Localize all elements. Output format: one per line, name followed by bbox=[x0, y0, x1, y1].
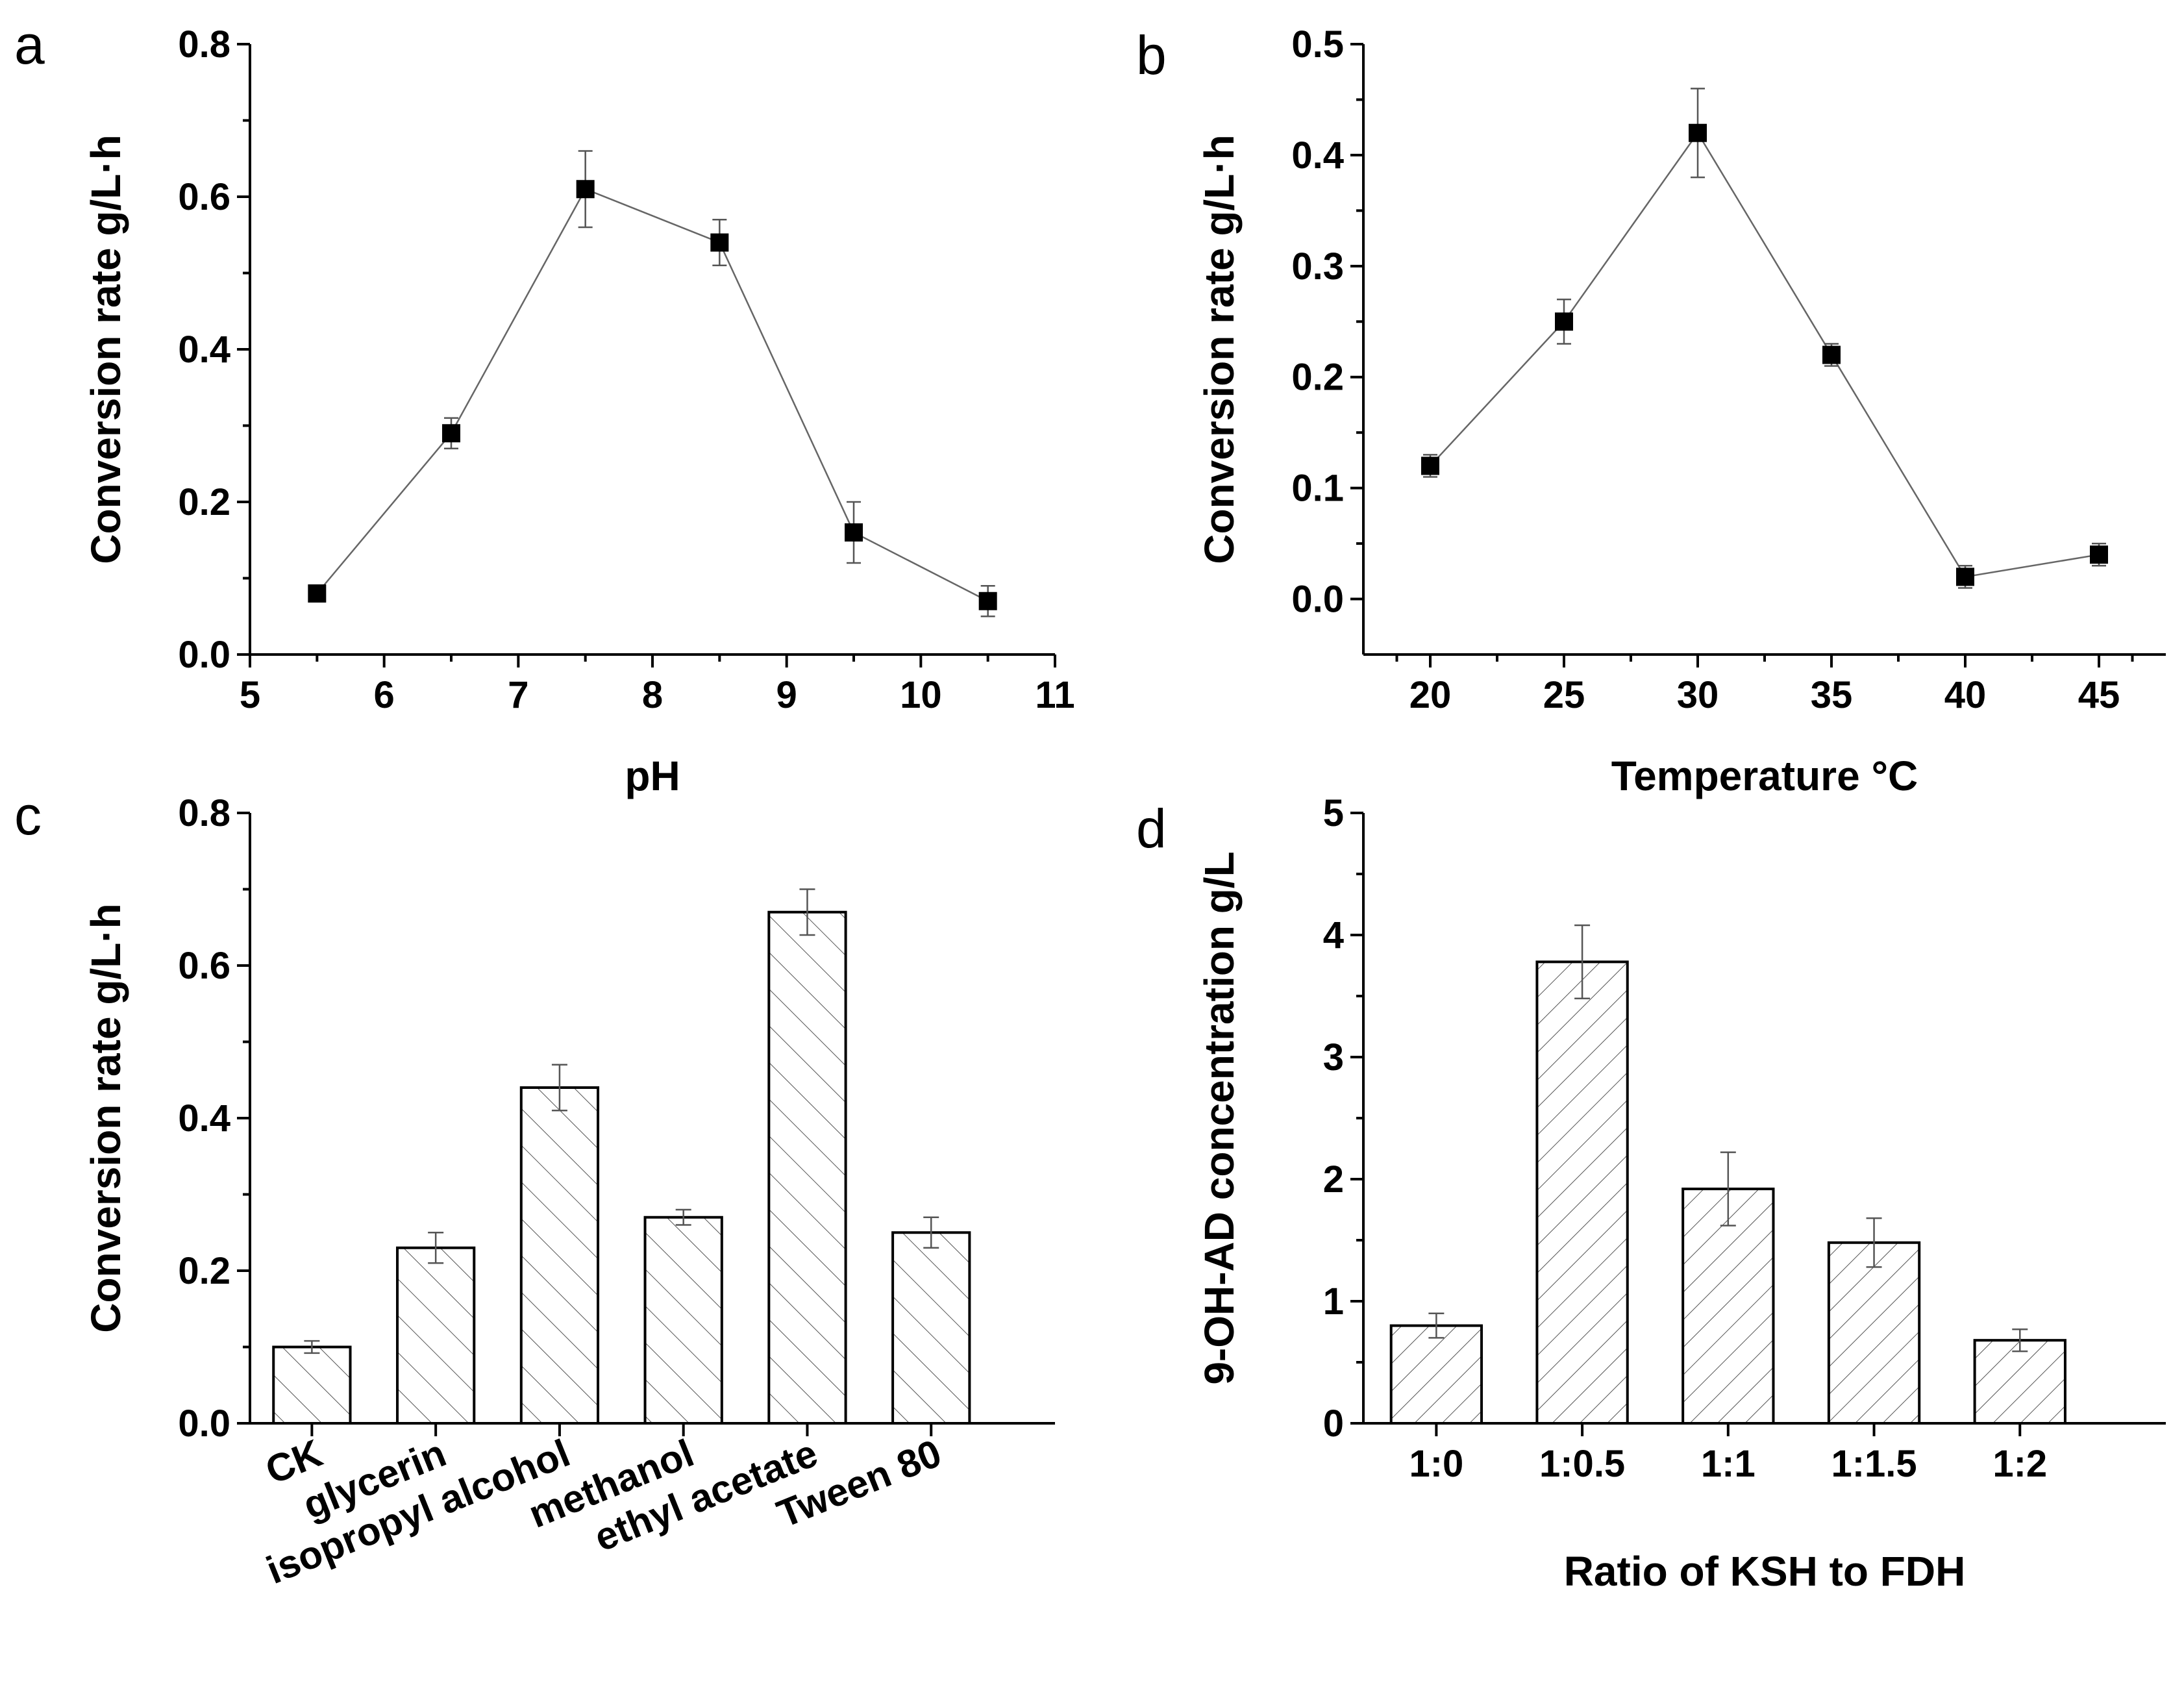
x-category-label: 1:0 bbox=[1409, 1443, 1463, 1485]
bar bbox=[643, 1216, 723, 1425]
y-tick-label: 0.8 bbox=[178, 23, 230, 66]
x-category-label: 1:2 bbox=[1992, 1443, 2047, 1485]
data-point bbox=[845, 523, 863, 542]
y-tick-label: 1 bbox=[1323, 1280, 1344, 1323]
bar bbox=[1973, 1339, 2066, 1425]
panel-letter: c bbox=[14, 785, 42, 846]
data-point bbox=[978, 592, 997, 610]
y-axis-title: Conversion rate g/L·h bbox=[82, 134, 129, 564]
x-tick-label: 5 bbox=[240, 674, 260, 716]
x-axis-title: pH bbox=[625, 753, 680, 799]
y-axis-title: 9-OH-AD concentration g/L bbox=[1196, 851, 1243, 1384]
x-axis-title: Temperature °C bbox=[1611, 753, 1918, 799]
bar bbox=[1389, 1324, 1483, 1425]
data-point bbox=[710, 233, 729, 252]
y-axis-title: Conversion rate g/L·h bbox=[1196, 134, 1243, 564]
y-tick-label: 5 bbox=[1323, 792, 1344, 834]
panel-letter: d bbox=[1136, 798, 1167, 859]
y-tick-label: 0.6 bbox=[178, 176, 230, 218]
data-point bbox=[308, 584, 327, 603]
x-tick-label: 8 bbox=[642, 674, 663, 716]
x-axis-title: Ratio of KSH to FDH bbox=[1564, 1548, 1966, 1595]
y-tick-label: 0.4 bbox=[178, 329, 230, 371]
bar bbox=[272, 1345, 352, 1425]
y-tick-label: 0.8 bbox=[178, 792, 230, 834]
y-tick-label: 3 bbox=[1323, 1036, 1344, 1079]
y-tick-label: 0.0 bbox=[178, 634, 230, 676]
panel-a-chart: 0.0 0.2 0.4 0.6 0.8 Conversion rate g/L·h a 5 6 7… bbox=[14, 14, 1075, 799]
data-point bbox=[1555, 312, 1573, 331]
bar bbox=[1681, 1188, 1775, 1425]
x-tick-label: 6 bbox=[374, 674, 395, 716]
bar bbox=[1827, 1241, 1921, 1425]
y-tick-label: 0.5 bbox=[1291, 23, 1344, 66]
x-tick-label: 45 bbox=[2078, 674, 2120, 716]
bar bbox=[519, 1086, 600, 1425]
data-point bbox=[442, 424, 460, 443]
bar bbox=[1535, 960, 1629, 1425]
bar bbox=[396, 1246, 476, 1425]
x-tick-label: 7 bbox=[508, 674, 528, 716]
bar bbox=[891, 1231, 971, 1425]
x-tick-label: 20 bbox=[1409, 674, 1452, 716]
y-tick-label: 0.4 bbox=[1291, 134, 1344, 177]
x-tick-label: 40 bbox=[1944, 674, 1987, 716]
panel-letter: a bbox=[14, 14, 45, 75]
y-tick-label: 0.2 bbox=[1291, 356, 1344, 399]
y-tick-label: 0.2 bbox=[178, 481, 230, 523]
panel-letter: b bbox=[1136, 25, 1167, 86]
y-tick-label: 0.0 bbox=[1291, 579, 1344, 621]
x-category-label: 1:0.5 bbox=[1539, 1443, 1625, 1485]
y-tick-label: 2 bbox=[1323, 1158, 1344, 1201]
x-category-label: 1:1.5 bbox=[1831, 1443, 1917, 1485]
x-category-label: 1:1 bbox=[1701, 1443, 1756, 1485]
panel-b-chart: 0.0 0.1 0.2 0.3 0.4 0.5 Conversion rate g/L·h b… bbox=[1136, 23, 2166, 799]
y-tick-label: 0.3 bbox=[1291, 245, 1344, 288]
y-tick-label: 0.2 bbox=[178, 1250, 230, 1292]
x-tick-label: 35 bbox=[1811, 674, 1853, 716]
data-point bbox=[1689, 123, 1707, 142]
series-line bbox=[316, 188, 989, 602]
x-tick-label: 9 bbox=[776, 674, 797, 716]
x-tick-label: 11 bbox=[1035, 674, 1074, 716]
bar bbox=[767, 910, 847, 1425]
y-tick-label: 0 bbox=[1323, 1403, 1344, 1445]
series-line bbox=[1430, 131, 2100, 578]
y-tick-label: 0.4 bbox=[178, 1097, 230, 1140]
x-tick-label: 25 bbox=[1543, 674, 1585, 716]
y-tick-label: 4 bbox=[1323, 914, 1344, 956]
data-point bbox=[2090, 545, 2108, 564]
panel-d-chart: 0 1 2 3 4 5 9-OH-AD concentration g/L d 1:0 1:0.5… bbox=[1136, 792, 2166, 1595]
y-tick-label: 0.6 bbox=[178, 945, 230, 987]
x-tick-label: 30 bbox=[1677, 674, 1719, 716]
y-axis-title: Conversion rate g/L·h bbox=[82, 903, 129, 1332]
y-tick-label: 0.1 bbox=[1291, 468, 1344, 510]
data-point bbox=[1822, 345, 1841, 364]
x-tick-label: 10 bbox=[900, 674, 942, 716]
data-point bbox=[576, 180, 595, 199]
y-tick-label: 0.0 bbox=[178, 1403, 230, 1445]
data-point bbox=[1956, 567, 1974, 586]
data-point bbox=[1421, 456, 1439, 475]
